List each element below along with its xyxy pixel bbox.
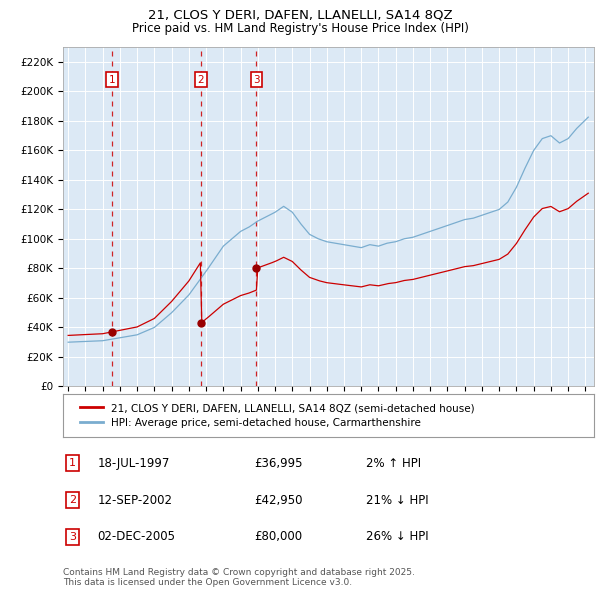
Text: 02-DEC-2005: 02-DEC-2005 — [98, 530, 176, 543]
Legend: 21, CLOS Y DERI, DAFEN, LLANELLI, SA14 8QZ (semi-detached house), HPI: Average p: 21, CLOS Y DERI, DAFEN, LLANELLI, SA14 8… — [74, 396, 481, 434]
Text: 12-SEP-2002: 12-SEP-2002 — [98, 493, 173, 507]
Text: £36,995: £36,995 — [254, 457, 302, 470]
Text: 2% ↑ HPI: 2% ↑ HPI — [365, 457, 421, 470]
Text: 26% ↓ HPI: 26% ↓ HPI — [365, 530, 428, 543]
Text: £80,000: £80,000 — [254, 530, 302, 543]
Text: Price paid vs. HM Land Registry's House Price Index (HPI): Price paid vs. HM Land Registry's House … — [131, 22, 469, 35]
Text: 1: 1 — [69, 458, 76, 468]
Text: 21% ↓ HPI: 21% ↓ HPI — [365, 493, 428, 507]
Text: 2: 2 — [197, 75, 204, 84]
Text: 3: 3 — [69, 532, 76, 542]
Text: Contains HM Land Registry data © Crown copyright and database right 2025.
This d: Contains HM Land Registry data © Crown c… — [63, 568, 415, 587]
Text: 1: 1 — [109, 75, 115, 84]
Text: 21, CLOS Y DERI, DAFEN, LLANELLI, SA14 8QZ: 21, CLOS Y DERI, DAFEN, LLANELLI, SA14 8… — [148, 9, 452, 22]
Text: 18-JUL-1997: 18-JUL-1997 — [98, 457, 170, 470]
Text: 3: 3 — [253, 75, 260, 84]
Text: £42,950: £42,950 — [254, 493, 302, 507]
Text: 2: 2 — [69, 495, 76, 505]
